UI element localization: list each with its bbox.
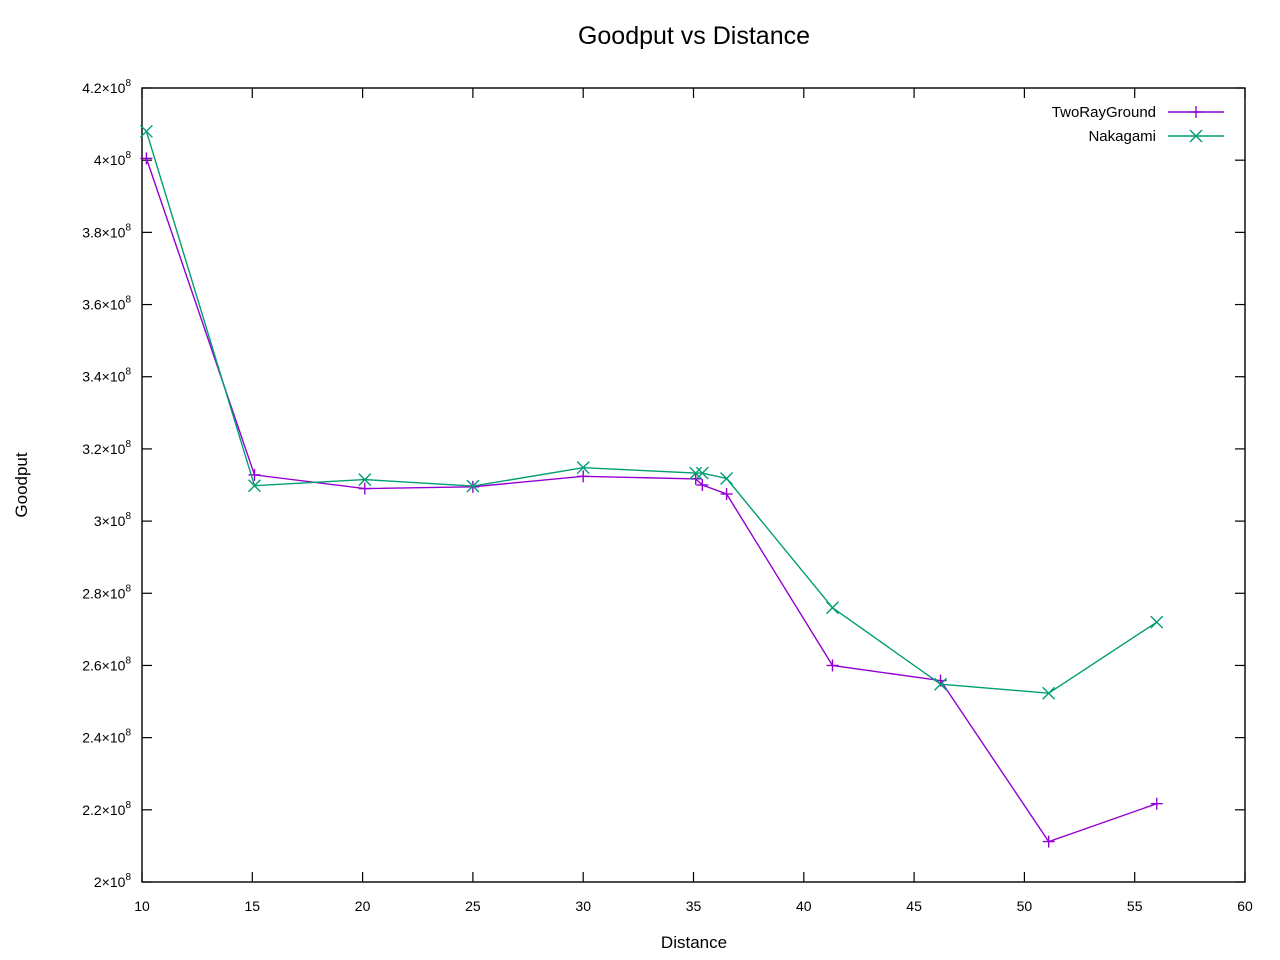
x-tick-label: 10 [134, 898, 150, 914]
data-point-1 [139, 124, 153, 138]
marker-stroke [689, 466, 703, 480]
marker-stroke [720, 472, 734, 485]
y-tick-label: 3.6×108 [82, 295, 131, 313]
data-point-1 [689, 466, 703, 480]
x-tick-label: 50 [1017, 898, 1033, 914]
x-tick-label: 25 [465, 898, 481, 914]
legend: TwoRayGround Nakagami [1052, 104, 1224, 145]
legend-label: TwoRayGround [1052, 104, 1156, 121]
legend-marker [1189, 129, 1203, 143]
marker-stroke [248, 479, 262, 493]
series-line-1 [145, 131, 1158, 694]
marker-stroke [358, 473, 372, 487]
marker-stroke [1189, 129, 1203, 143]
data-point-1 [1042, 686, 1056, 700]
y-tick-label: 3.2×108 [82, 439, 131, 457]
data-point-1 [466, 479, 480, 493]
x-axis: 10 15 20 25 30 35 40 45 50 55 60 [134, 88, 1253, 914]
y-tick-label: 2.4×108 [82, 728, 131, 746]
x-tick-label: 40 [796, 898, 812, 914]
marker-stroke [825, 601, 839, 615]
data-point-1 [248, 479, 262, 493]
data-point-0 [689, 472, 702, 485]
data-point-0 [1042, 835, 1055, 848]
data-point-0 [358, 482, 371, 495]
data-point-0 [140, 152, 153, 165]
series-layer [139, 124, 1164, 848]
data-point-0 [720, 488, 733, 501]
data-point-1 [934, 677, 948, 691]
y-tick-label: 2.8×108 [82, 583, 131, 601]
y-tick-label: 3×108 [94, 511, 132, 529]
y-tick-label: 4.2×108 [82, 78, 131, 96]
x-tick-label: 30 [575, 898, 591, 914]
x-tick-label: 60 [1237, 898, 1253, 914]
data-point-1 [720, 472, 734, 485]
plot-frame [141, 87, 1246, 883]
series-line-0 [145, 158, 1158, 843]
marker-stroke [695, 466, 709, 480]
x-tick-label: 15 [245, 898, 261, 914]
data-point-0 [826, 659, 839, 672]
marker-stroke [1150, 615, 1164, 629]
data-point-0 [696, 479, 709, 491]
y-tick-label: 3.8×108 [82, 222, 131, 240]
marker-stroke [139, 124, 153, 138]
y-axis-title: Goodput [12, 452, 31, 517]
marker-stroke [934, 677, 948, 691]
data-point-0 [1150, 797, 1163, 810]
x-axis-title: Distance [661, 933, 727, 952]
data-point-0 [577, 470, 590, 483]
y-tick-label: 2.2×108 [82, 800, 131, 818]
marker-stroke [576, 461, 590, 475]
legend-marker [1190, 106, 1202, 118]
y-axis: 2×108 2.2×108 2.4×108 2.6×108 2.8×108 3×108 3.… [82, 78, 1245, 890]
y-tick-label: 3.4×108 [82, 367, 131, 385]
data-point-1 [1150, 615, 1164, 629]
marker-stroke [1042, 686, 1056, 700]
x-tick-label: 55 [1127, 898, 1143, 914]
data-point-1 [695, 466, 709, 480]
x-tick-label: 45 [906, 898, 922, 914]
y-tick-label: 2.6×108 [82, 655, 131, 673]
x-tick-label: 20 [355, 898, 371, 914]
data-point-1 [576, 461, 590, 475]
legend-label: Nakagami [1088, 128, 1156, 145]
data-point-1 [825, 601, 839, 615]
y-tick-label: 4×108 [94, 150, 132, 168]
x-tick-label: 35 [686, 898, 702, 914]
data-point-1 [358, 473, 372, 487]
y-tick-label: 2×108 [94, 872, 132, 890]
chart-title: Goodput vs Distance [578, 22, 810, 50]
marker-stroke [466, 479, 480, 493]
